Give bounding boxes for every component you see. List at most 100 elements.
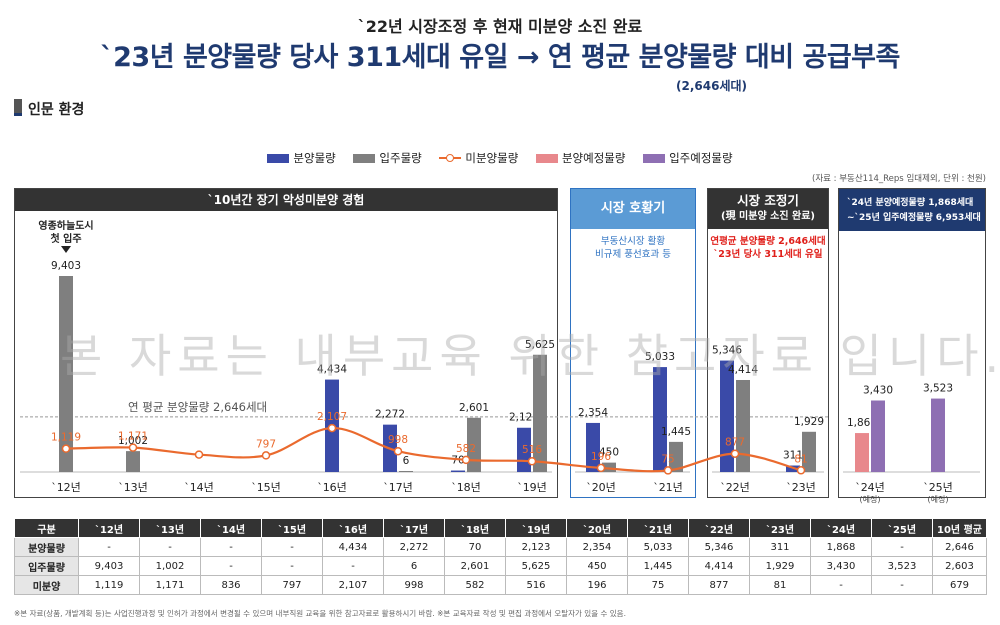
panel-title: 시장 호황기	[571, 189, 695, 229]
unsold-label: 196	[591, 451, 611, 463]
section-marker-icon	[14, 99, 22, 116]
panel-title: `10년간 장기 악성미분양 경험	[15, 189, 557, 211]
x-tick-label: `19년	[517, 481, 547, 494]
table-cell: -	[139, 537, 201, 557]
bar-movein	[467, 417, 481, 472]
unsold-point	[527, 456, 537, 466]
page-subtitle: `22년 시장조정 후 현재 미분양 소진 완료	[357, 17, 643, 36]
panel-title: `24년 분양예정물량 1,868세대 ~`25년 입주예정물량 6,953세대	[839, 189, 985, 231]
table-cell: 5,346	[688, 537, 750, 557]
table-cell: 998	[383, 575, 445, 595]
bar-supply-label: 5,033	[645, 351, 675, 363]
legend-label: 분양물량	[293, 151, 336, 165]
bar-planned-movein-label: 3,523	[923, 383, 953, 395]
legend-planned-movein: 입주예정물량	[643, 150, 733, 166]
panel-title-line: `24년 분양예정물량 1,868세대	[847, 198, 974, 208]
table-cell: 836	[200, 575, 262, 595]
panel-boom: 시장 호황기 부동산시장 활황 비규제 풍선효과 등	[570, 188, 696, 498]
unsold-point	[393, 446, 403, 456]
table-row: 분양물량 - - - -4,434 2,272 70 2,123 2,354 5,033 5,346…	[14, 537, 987, 557]
table-cell: 1,171	[139, 575, 201, 595]
table-cell: 5,625	[505, 556, 567, 576]
table-cell: -	[322, 556, 384, 576]
x-tick-label: `14년	[184, 481, 214, 494]
x-tick-label: `12년	[51, 481, 81, 494]
table-cell: 2,354	[566, 537, 628, 557]
panel-note-line: 부동산시장 활황	[600, 236, 666, 247]
unsold-line	[65, 426, 802, 473]
legend-label: 분양예정물량	[561, 151, 626, 165]
table-header-cell: 구분	[14, 518, 79, 538]
table-cell: 2,603	[932, 556, 987, 576]
unsold-point	[61, 444, 71, 453]
panel-title-sub: (現 미분양 소진 완료)	[721, 211, 815, 222]
table-cell: 9,403	[78, 556, 140, 576]
unsold-label: 877	[725, 437, 745, 449]
bar-movein	[533, 354, 547, 472]
bar-supply-label: 70	[451, 455, 464, 467]
table-cell: 679	[932, 575, 987, 595]
table-cell: -	[261, 556, 323, 576]
title-note: (2,646세대)	[676, 79, 748, 93]
bar-movein	[802, 431, 816, 472]
table-header-cell: `21년	[627, 518, 689, 538]
bar-movein-label: 2,601	[459, 402, 489, 414]
table-header-cell: `14년	[200, 518, 262, 538]
bar-supply-label: 2,272	[375, 409, 405, 421]
annotation-text: 첫 입주	[50, 232, 81, 245]
bar-planned-supply	[855, 433, 869, 472]
table-cell: -	[200, 537, 262, 557]
table-cell: 6	[383, 556, 445, 576]
table-row: 입주물량 9,403 1,002- - -6 2,601 5,625 450 1,445 4,41…	[14, 556, 987, 576]
bar-movein-label: 9,403	[51, 260, 81, 272]
bar-movein	[399, 471, 413, 472]
panel-adjustment: 시장 조정기 (現 미분양 소진 완료) 연평균 분양물량 2,646세대 `23년…	[707, 188, 829, 498]
legend-swatch	[643, 154, 666, 163]
x-tick-label: `24년	[855, 481, 885, 494]
bar-supply-label: 4,434	[317, 364, 347, 376]
table-header-cell: `13년	[139, 518, 201, 538]
x-tick-label: `22년	[720, 481, 750, 494]
table-cell: 2,646	[932, 537, 987, 557]
table-row-header: 미분양	[14, 575, 79, 595]
x-tick-note: (예정)	[928, 494, 949, 504]
x-tick-label: `13년	[118, 481, 148, 494]
x-tick-label: `21년	[653, 481, 683, 494]
x-tick-label: `20년	[586, 481, 616, 494]
panel-note: 연평균 분양물량 2,646세대 `23년 당사 311세대 유일	[708, 235, 828, 261]
table-cell: -	[200, 556, 262, 576]
x-tick-note: (예정)	[860, 494, 881, 504]
panel-long-term-unsold: `10년간 장기 악성미분양 경험	[14, 188, 558, 498]
table-header-row: 구분 `12년 `13년 `14년 `15년 `16년 `17년 `18년 `19년 `20년 `2…	[14, 518, 987, 538]
table-cell: -	[810, 575, 872, 595]
table-cell: 3,523	[871, 556, 933, 576]
footnote: ※본 자료(상품, 개발계획 등)는 사업진행과정 및 인허가 과정에서 변경될…	[14, 609, 626, 618]
legend-swatch	[267, 154, 290, 163]
table-header-cell: `24년	[810, 518, 872, 538]
table-header-cell: `20년	[566, 518, 628, 538]
table-header-cell: `22년	[688, 518, 750, 538]
legend-planned-supply: 분양예정물량	[535, 150, 626, 166]
table-cell: 75	[627, 575, 689, 595]
x-tick-label: `17년	[383, 481, 413, 494]
panel-note-line: 연평균 분양물량 2,646세대	[710, 236, 826, 247]
unsold-point	[461, 455, 471, 465]
bar-movein-label: 1,445	[661, 426, 691, 438]
table-header-cell: `16년	[322, 518, 384, 538]
legend-movein: 입주물량	[353, 150, 422, 166]
table-header-cell: `12년	[78, 518, 140, 538]
table-cell: 582	[444, 575, 506, 595]
table-cell: 1,868	[810, 537, 872, 557]
table-cell: 2,123	[505, 537, 567, 557]
unsold-point	[128, 443, 138, 452]
unsold-label: 1,171	[118, 431, 148, 443]
table-cell: 1,445	[627, 556, 689, 576]
page-title: `23년 분양물량 당사 311세대 유일 → 연 평균 분양물량 대비 공급부…	[100, 42, 900, 73]
chart-legend: 분양물량 입주물량 미분양물량 분양예정물량 입주예정물량	[0, 150, 1000, 166]
table-cell: 516	[505, 575, 567, 595]
table-cell: 450	[566, 556, 628, 576]
unsold-label: 81	[794, 453, 807, 465]
table-header-cell: 10년 평균	[932, 518, 987, 538]
table-cell: 2,107	[322, 575, 384, 595]
